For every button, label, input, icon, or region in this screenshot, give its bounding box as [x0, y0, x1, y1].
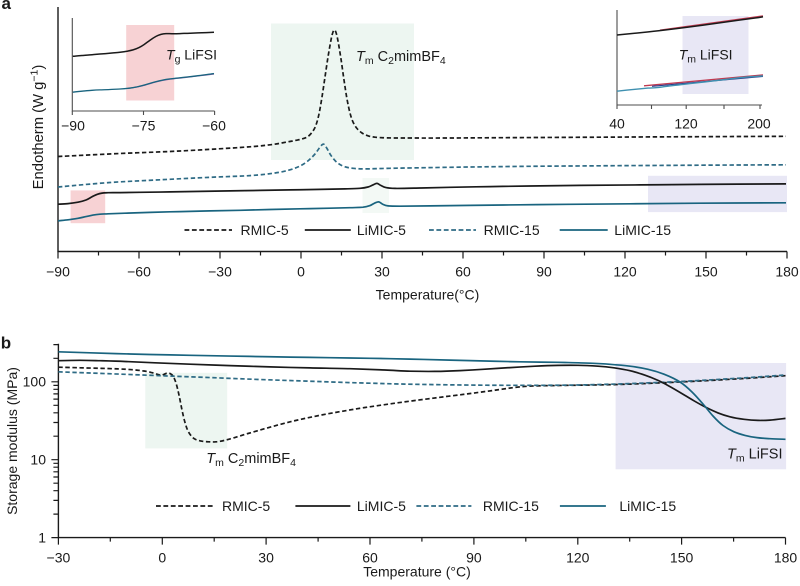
svg-text:0: 0: [297, 264, 305, 280]
svg-text:90: 90: [536, 264, 552, 280]
svg-text:30: 30: [258, 549, 274, 565]
svg-text:RMIC-15: RMIC-15: [484, 222, 540, 238]
svg-text:Tm C2mimBF4: Tm C2mimBF4: [356, 49, 446, 67]
svg-text:Temperature(°C): Temperature(°C): [376, 287, 480, 303]
svg-text:Tg LiFSI: Tg LiFSI: [166, 47, 217, 66]
svg-text:60: 60: [455, 264, 471, 280]
svg-text:180: 180: [774, 549, 798, 565]
svg-text:RMIC-5: RMIC-5: [241, 222, 289, 238]
svg-text:−30: −30: [47, 549, 71, 565]
svg-text:−75: −75: [132, 118, 156, 134]
svg-text:Tm LiFSI: Tm LiFSI: [727, 447, 782, 465]
svg-text:−90: −90: [46, 264, 70, 280]
svg-text:Tm C2mimBF4: Tm C2mimBF4: [206, 451, 296, 469]
svg-text:120: 120: [566, 549, 590, 565]
svg-text:a: a: [2, 0, 12, 13]
svg-text:30: 30: [374, 264, 390, 280]
svg-text:1: 1: [38, 529, 46, 545]
svg-text:0: 0: [158, 549, 166, 565]
svg-text:b: b: [1, 334, 11, 353]
svg-text:90: 90: [466, 549, 482, 565]
svg-text:RMIC-15: RMIC-15: [483, 498, 539, 514]
svg-text:40: 40: [609, 116, 625, 132]
svg-text:−90: −90: [61, 118, 85, 134]
svg-text:LiMIC-15: LiMIC-15: [614, 222, 671, 238]
svg-text:LiMIC-5: LiMIC-5: [357, 222, 406, 238]
svg-text:−30: −30: [208, 264, 232, 280]
svg-text:150: 150: [694, 264, 718, 280]
svg-text:LiMIC-15: LiMIC-15: [619, 498, 676, 514]
svg-text:LiMIC-5: LiMIC-5: [357, 498, 406, 514]
svg-text:100: 100: [23, 374, 47, 390]
svg-text:Tm LiFSI: Tm LiFSI: [679, 47, 733, 66]
svg-text:200: 200: [747, 116, 771, 132]
svg-text:120: 120: [674, 116, 698, 132]
svg-text:RMIC-5: RMIC-5: [222, 498, 270, 514]
svg-text:150: 150: [670, 549, 694, 565]
svg-text:60: 60: [362, 549, 378, 565]
svg-text:180: 180: [775, 264, 799, 280]
svg-text:10: 10: [30, 452, 46, 468]
svg-text:−60: −60: [127, 264, 151, 280]
svg-text:−60: −60: [202, 118, 226, 134]
svg-text:Endotherm (W g−1): Endotherm (W g−1): [29, 65, 48, 190]
svg-text:Temperature (°C): Temperature (°C): [363, 564, 471, 580]
svg-text:Storage modulus (MPa): Storage modulus (MPa): [4, 367, 20, 515]
svg-text:120: 120: [613, 264, 637, 280]
